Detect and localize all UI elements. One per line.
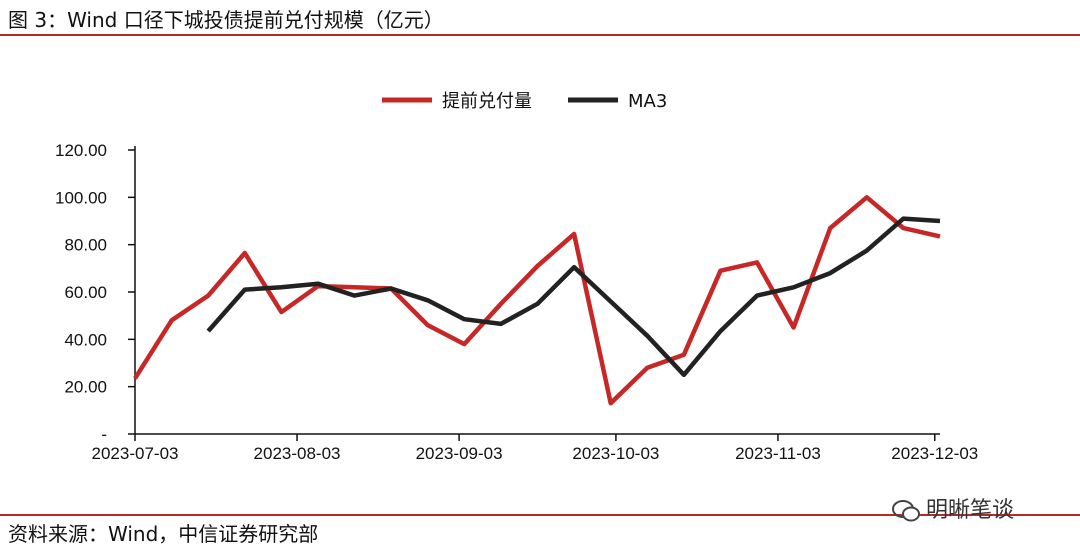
x-tick-label: 2023-10-03 [572, 444, 659, 463]
legend-label-2: MA3 [628, 91, 667, 112]
x-tick-label: 2023-12-03 [891, 444, 978, 463]
plot-area [133, 195, 941, 406]
y-tick-label: 80.00 [64, 236, 107, 255]
x-tick-label: 2023-11-03 [735, 444, 821, 463]
y-tick-label: 20.00 [64, 378, 107, 397]
y-tick-label: 60.00 [64, 283, 107, 302]
wechat-icon [892, 500, 920, 522]
y-tick-label: 120.00 [55, 141, 107, 160]
chart-title: 图 3：Wind 口径下城投债提前兑付规模（亿元） [8, 8, 444, 32]
x-tick-label: 2023-09-03 [416, 444, 503, 463]
source-note: 资料来源：Wind，中信证券研究部 [8, 522, 319, 546]
bottom-rule [0, 514, 1080, 516]
axes: - 20.00 40.00 60.00 80.00 100.00 120.00 2023-07… [55, 141, 978, 463]
top-rule [0, 34, 1080, 36]
legend-label-1: 提前兑付量 [442, 91, 532, 112]
x-tick-label: 2023-08-03 [254, 444, 341, 463]
watermark-text: 明晰笔谈 [926, 498, 1015, 523]
y-tick-label: 100.00 [55, 188, 107, 207]
watermark: 明晰笔谈 [892, 492, 1014, 524]
series-line-1 [133, 195, 941, 406]
y-tick-label: 40.00 [64, 330, 107, 349]
x-tick-label: 2023-07-03 [92, 444, 179, 463]
y-tick-label: - [101, 425, 107, 444]
line-chart: - 20.00 40.00 60.00 80.00 100.00 120.00 2023-07… [55, 91, 978, 463]
legend: 提前兑付量 MA3 [382, 91, 667, 112]
